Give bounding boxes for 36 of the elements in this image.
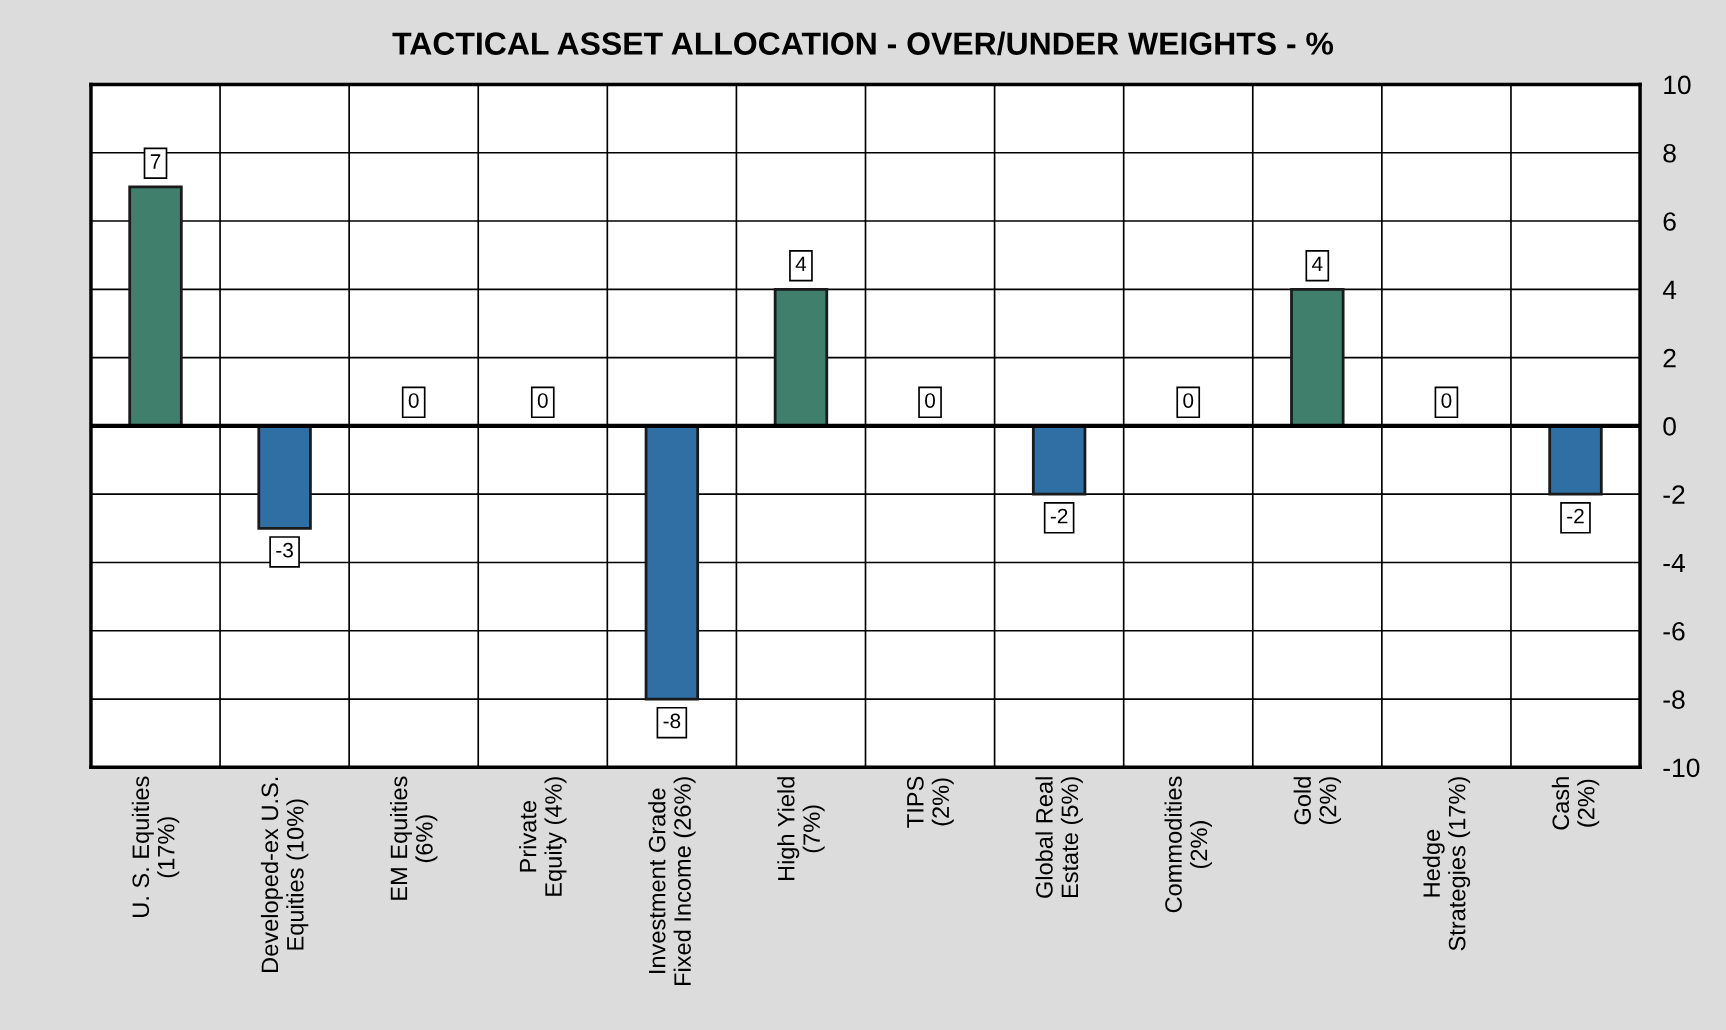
x-tick-label: EM Equities (6%) <box>389 776 438 900</box>
y-tick-label: 0 <box>1663 417 1676 436</box>
x-tick-label: U. S. Equities (17%) <box>131 776 180 917</box>
y-tick-label: -10 <box>1663 758 1700 778</box>
chart-title: TACTICAL ASSET ALLOCATION - OVER/UNDER WEIGHTS - % <box>392 31 1334 56</box>
y-tick-label: 10 <box>1664 75 1691 95</box>
x-tick-label: TIPS (2%) <box>906 776 954 828</box>
x-tick-label: Developed-ex U.S. Equities (10%) <box>260 777 309 972</box>
data-label: 0 <box>408 393 419 408</box>
x-tick-label: Investment Grade Fixed Income (26%) <box>648 777 696 985</box>
data-label: 0 <box>1183 393 1194 408</box>
data-label: 0 <box>1441 393 1452 408</box>
data-label: -8 <box>663 713 681 729</box>
data-label: -2 <box>1050 508 1068 524</box>
x-tick-label: Hedge Strategies (17%) <box>1422 777 1471 951</box>
x-tick-label: Commodities (2%) <box>1164 776 1212 913</box>
x-tick-label: Global Real Estate (5%) <box>1035 777 1083 898</box>
data-label: 4 <box>1312 256 1323 272</box>
x-tick-label: Private Equity (4%) <box>519 777 567 896</box>
y-tick-label: 6 <box>1663 212 1676 231</box>
y-tick-label: -6 <box>1663 621 1685 641</box>
data-label: 7 <box>150 154 161 169</box>
y-tick-label: 2 <box>1663 348 1676 368</box>
x-tick-label: Gold (2%) <box>1293 777 1342 825</box>
y-tick-label: -4 <box>1663 553 1685 573</box>
y-tick-label: -2 <box>1663 485 1685 504</box>
data-label: 0 <box>925 393 936 408</box>
y-tick-label: -8 <box>1663 690 1685 709</box>
data-label: -3 <box>276 542 293 558</box>
x-tick-label: Cash (2%) <box>1551 777 1600 830</box>
y-tick-label: 4 <box>1662 280 1677 299</box>
data-label: 4 <box>795 256 807 272</box>
data-label: -2 <box>1567 508 1584 524</box>
x-tick-label: High Yield (7%) <box>777 777 825 881</box>
data-label: 0 <box>537 393 548 408</box>
y-tick-label: 8 <box>1663 143 1676 163</box>
